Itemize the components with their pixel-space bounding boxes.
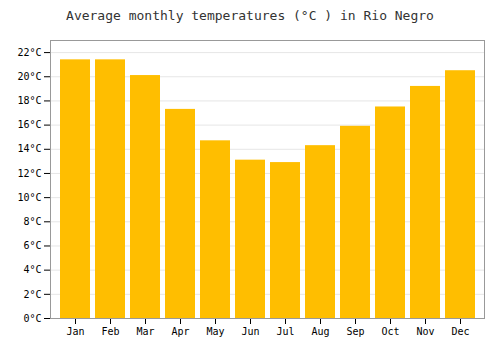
svg-text:Jun: Jun <box>241 326 259 337</box>
svg-text:4°C: 4°C <box>23 264 41 275</box>
svg-text:10°C: 10°C <box>17 192 41 203</box>
svg-text:20°C: 20°C <box>17 71 41 82</box>
svg-text:22°C: 22°C <box>17 47 41 58</box>
svg-text:12°C: 12°C <box>17 168 41 179</box>
svg-text:Apr: Apr <box>171 326 189 337</box>
svg-text:16°C: 16°C <box>17 119 41 130</box>
html-text:Average monthly temperatures (: Average monthly temperatures (°C ) in Ri… <box>66 8 434 23</box>
svg-text:May: May <box>206 326 224 337</box>
svg-text:Oct: Oct <box>381 326 399 337</box>
svg-text:14°C: 14°C <box>17 143 41 154</box>
svg-text:8°C: 8°C <box>23 216 41 227</box>
svg-text:Jan: Jan <box>66 326 84 337</box>
svg-text:18°C: 18°C <box>17 95 41 106</box>
svg-text:2°C: 2°C <box>23 289 41 300</box>
svg-text:Mar: Mar <box>136 326 154 337</box>
svg-text:Nov: Nov <box>416 326 434 337</box>
svg-text:Feb: Feb <box>101 326 119 337</box>
svg-text:Dec: Dec <box>451 326 469 337</box>
svg-text:Sep: Sep <box>346 326 364 337</box>
svg-text:6°C: 6°C <box>23 240 41 251</box>
svg-text:Jul: Jul <box>276 326 294 337</box>
svg-text:Aug: Aug <box>311 326 329 337</box>
svg-text:0°C: 0°C <box>23 313 41 324</box>
